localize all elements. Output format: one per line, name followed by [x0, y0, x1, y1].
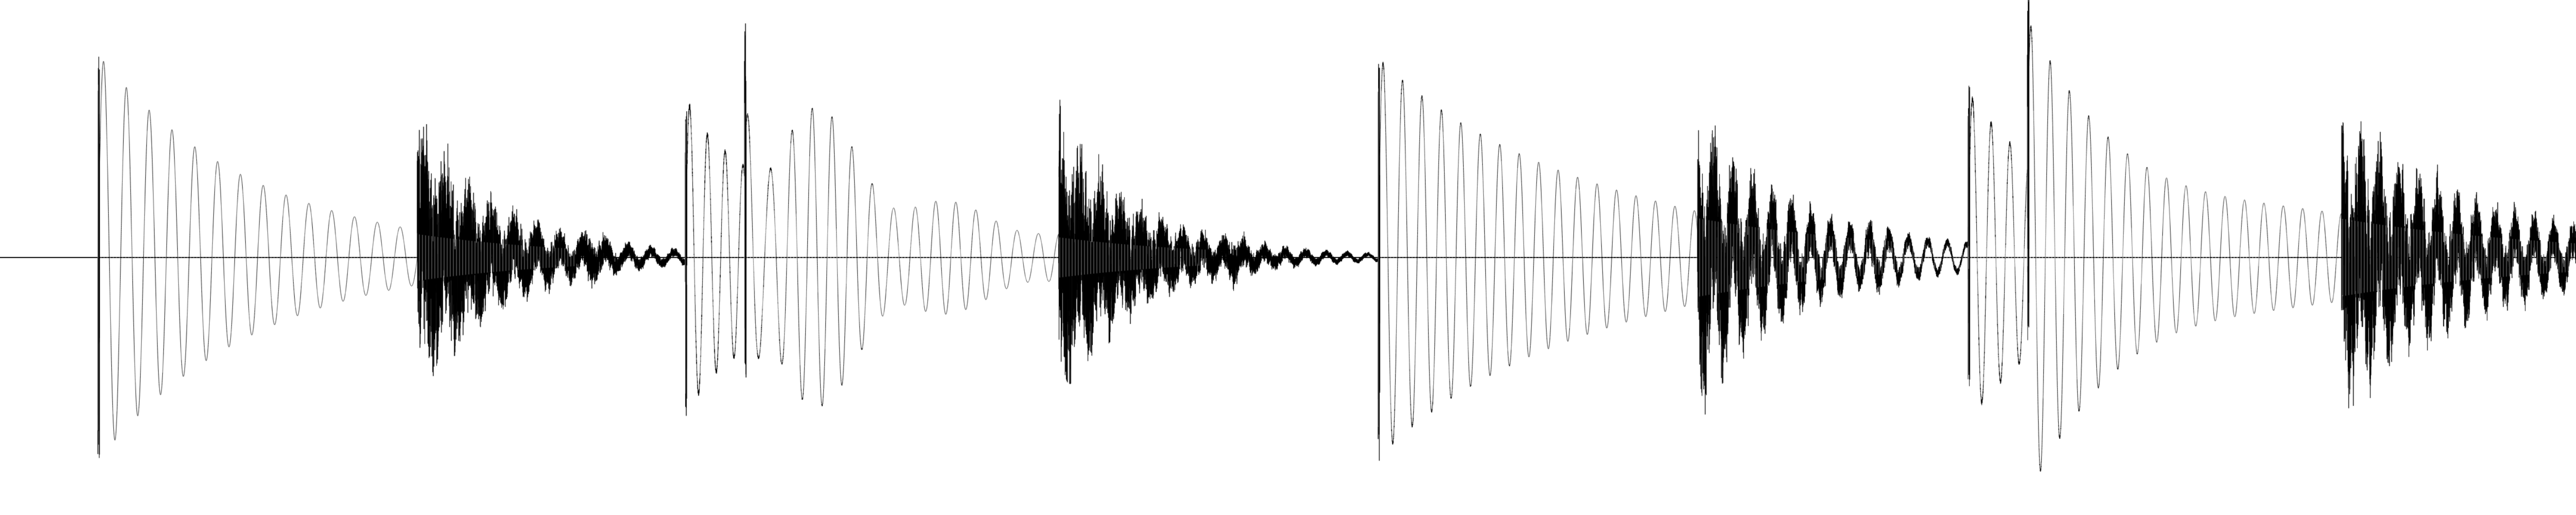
waveform-canvas — [0, 0, 2576, 515]
audio-waveform-display — [0, 0, 2576, 515]
